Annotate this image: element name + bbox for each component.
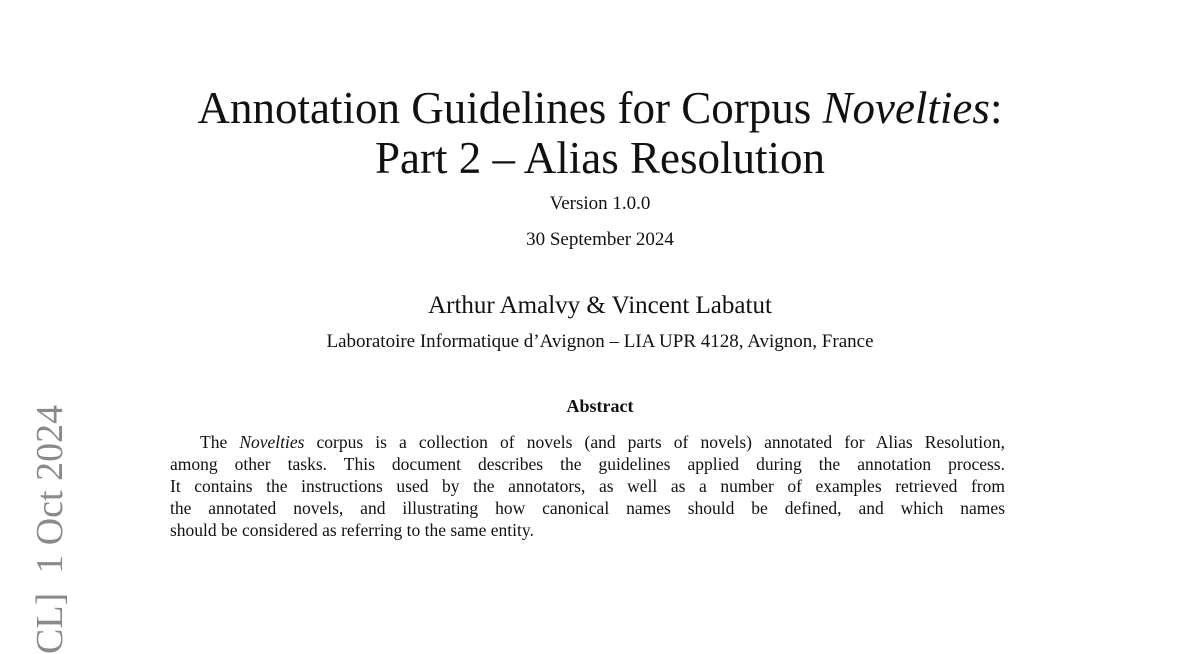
abstract-line: The Novelties corpus is a collection of … xyxy=(170,431,1005,453)
arxiv-stamp: CL] 1 Oct 2024 xyxy=(29,404,71,654)
abstract-line: the annotated novels, and illustrating h… xyxy=(170,498,1005,518)
title-line-2: Part 2 – Alias Resolution xyxy=(375,133,825,183)
abstract-body: The Novelties corpus is a collection of … xyxy=(170,431,1005,541)
title-line-1: Annotation Guidelines for Corpus Novelti… xyxy=(0,82,1200,134)
version: Version 1.0.0 xyxy=(549,193,651,214)
authors: Arthur Amalvy & Vincent Labatut xyxy=(428,292,772,319)
title-italic: Novelties xyxy=(822,83,990,133)
abstract-line: It contains the instructions used by the… xyxy=(170,476,1005,496)
abstract-heading: Abstract xyxy=(566,396,634,416)
abstract-line: among other tasks. This document describ… xyxy=(170,454,1005,474)
abstract-italic: Novelties xyxy=(239,432,305,452)
abstract-text: corpus is a collection of novels (and pa… xyxy=(304,432,1005,452)
title-prefix: Annotation Guidelines for Corpus xyxy=(197,83,823,133)
title-suffix: : xyxy=(989,83,1003,133)
date: 30 September 2024 xyxy=(526,229,674,250)
abstract-line: should be considered as referring to the… xyxy=(170,520,534,540)
affiliation: Laboratoire Informatique d’Avignon – LIA… xyxy=(326,331,874,352)
abstract-text: The xyxy=(200,432,240,452)
